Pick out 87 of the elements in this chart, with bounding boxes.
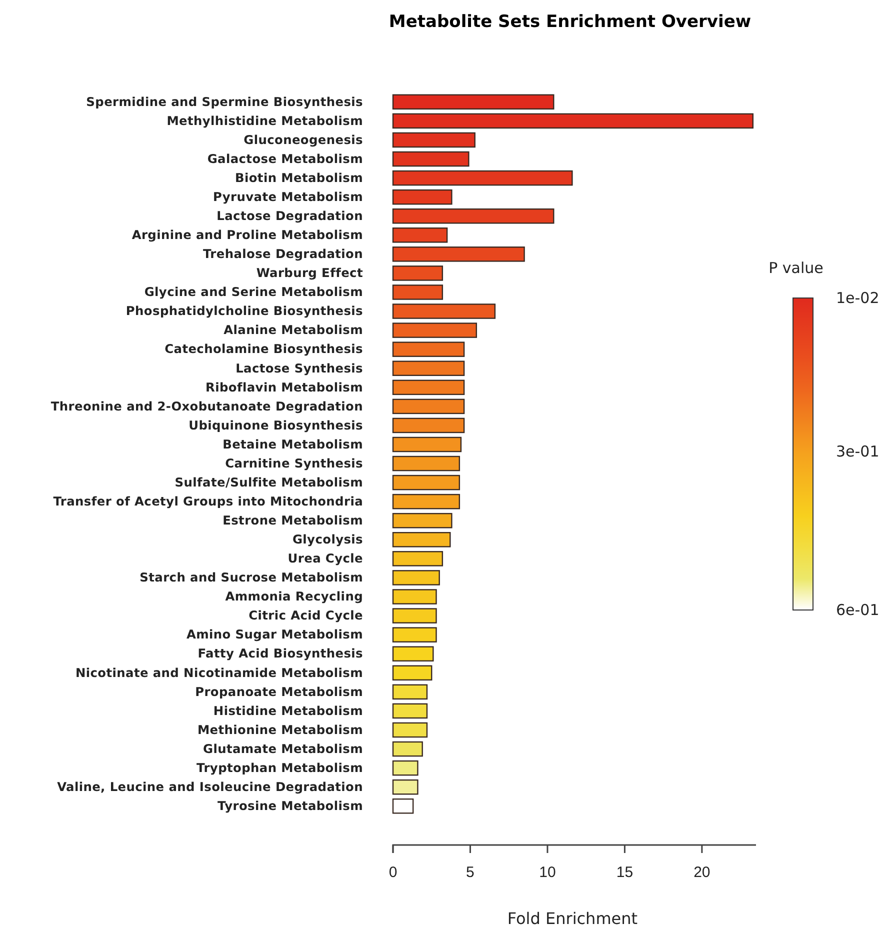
bar <box>392 760 418 776</box>
bar <box>392 551 444 566</box>
y-tick-label: Citric Acid Cycle <box>248 608 363 623</box>
bar <box>392 665 432 681</box>
bar <box>392 684 428 700</box>
y-tick-label: Amino Sugar Metabolism <box>186 628 363 642</box>
y-tick-label: Trehalose Degradation <box>202 247 363 262</box>
y-tick-label: Riboflavin Metabolism <box>206 380 363 394</box>
y-tick-label: Methionine Metabolism <box>197 722 363 737</box>
y-tick-label: Warburg Effect <box>256 266 363 280</box>
bar <box>392 798 414 814</box>
bar <box>392 398 465 414</box>
bar <box>392 436 462 452</box>
x-tick-label: 15 <box>616 864 634 881</box>
bar <box>392 646 434 662</box>
bar <box>392 227 448 243</box>
y-tick-label: Fatty Acid Biosynthesis <box>198 646 363 661</box>
bar <box>392 113 754 129</box>
bar <box>392 570 440 586</box>
bar <box>392 132 476 148</box>
bar <box>392 512 452 528</box>
y-tick-label: Lactose Degradation <box>216 208 363 223</box>
bar <box>392 342 465 357</box>
bar <box>392 360 465 376</box>
y-tick-label: Carnitine Synthesis <box>225 456 363 470</box>
bar <box>392 741 423 757</box>
bar <box>392 246 525 262</box>
y-tick-label: Urea Cycle <box>288 552 363 566</box>
y-tick-label: Sulfate/Sulfite Metabolism <box>174 475 363 490</box>
y-tick-label: Glycolysis <box>292 532 363 547</box>
y-tick-label: Glycine and Serine Metabolism <box>144 285 363 300</box>
y-tick-label: Biotin Metabolism <box>234 170 363 185</box>
chart-title: Metabolite Sets Enrichment Overview <box>388 12 752 32</box>
color-bar-label: 6e-01 <box>836 601 880 619</box>
bar <box>392 322 478 338</box>
y-tick-label: Threonine and 2-Oxobutanoate Degradation <box>50 399 363 414</box>
y-tick-label: Estrone Metabolism <box>222 514 363 528</box>
y-tick-label: Tyrosine Metabolism <box>218 799 363 814</box>
y-tick-label: Catecholamine Biosynthesis <box>164 342 363 356</box>
bar <box>392 208 554 224</box>
y-tick-label: Betaine Metabolism <box>222 437 363 452</box>
bar <box>392 456 460 472</box>
bar <box>392 284 444 300</box>
y-tick-label: Nicotinate and Nicotinamide Metabolism <box>75 666 363 680</box>
y-tick-label: Lactose Synthesis <box>236 361 363 376</box>
y-tick-label: Propanoate Metabolism <box>195 684 363 699</box>
bar <box>392 151 470 167</box>
bar <box>392 94 554 110</box>
y-tick-label: Gluconeogenesis <box>244 132 363 147</box>
y-tick-label: Tryptophan Metabolism <box>196 760 363 775</box>
bar <box>392 722 428 738</box>
bar <box>392 627 437 642</box>
bar <box>392 494 460 510</box>
y-tick-label: Valine, Leucine and Isoleucine Degradation <box>57 780 363 794</box>
bar <box>392 703 428 719</box>
y-tick-label: Galactose Metabolism <box>207 152 363 166</box>
bar <box>392 589 437 604</box>
y-tick-label: Methylhistidine Metabolism <box>166 114 363 128</box>
bar <box>392 532 451 548</box>
y-tick-label: Spermidine and Spermine Biosynthesis <box>86 94 363 109</box>
bar <box>392 380 465 396</box>
x-tick-label: 0 <box>388 864 398 881</box>
y-tick-label: Ubiquinone Biosynthesis <box>188 418 363 432</box>
y-tick-label: Starch and Sucrose Metabolism <box>140 570 363 585</box>
y-tick-label: Glutamate Metabolism <box>202 742 363 756</box>
bar <box>392 779 418 795</box>
bar <box>392 170 573 186</box>
bar <box>392 608 437 624</box>
legend-title: P value <box>768 259 824 277</box>
x-axis-title: Fold Enrichment <box>507 909 638 928</box>
x-tick-label: 10 <box>539 864 556 881</box>
x-tick-label: 5 <box>466 864 474 881</box>
y-tick-label: Transfer of Acetyl Groups into Mitochondria <box>53 494 363 508</box>
y-tick-label: Alanine Metabolism <box>224 323 363 338</box>
bar <box>392 304 496 319</box>
x-tick-label: 20 <box>694 864 710 881</box>
bar <box>392 266 444 281</box>
bar <box>392 418 465 434</box>
color-bar-label: 1e-02 <box>836 289 880 307</box>
y-tick-label: Histidine Metabolism <box>213 704 363 718</box>
bar <box>392 474 460 490</box>
y-tick-label: Phosphatidylcholine Biosynthesis <box>126 304 363 318</box>
bar <box>392 189 452 205</box>
y-tick-label: Arginine and Proline Metabolism <box>132 228 363 242</box>
y-tick-label: Pyruvate Metabolism <box>213 190 363 204</box>
y-tick-label: Ammonia Recycling <box>225 590 363 604</box>
color-bar-label: 3e-01 <box>836 442 880 460</box>
